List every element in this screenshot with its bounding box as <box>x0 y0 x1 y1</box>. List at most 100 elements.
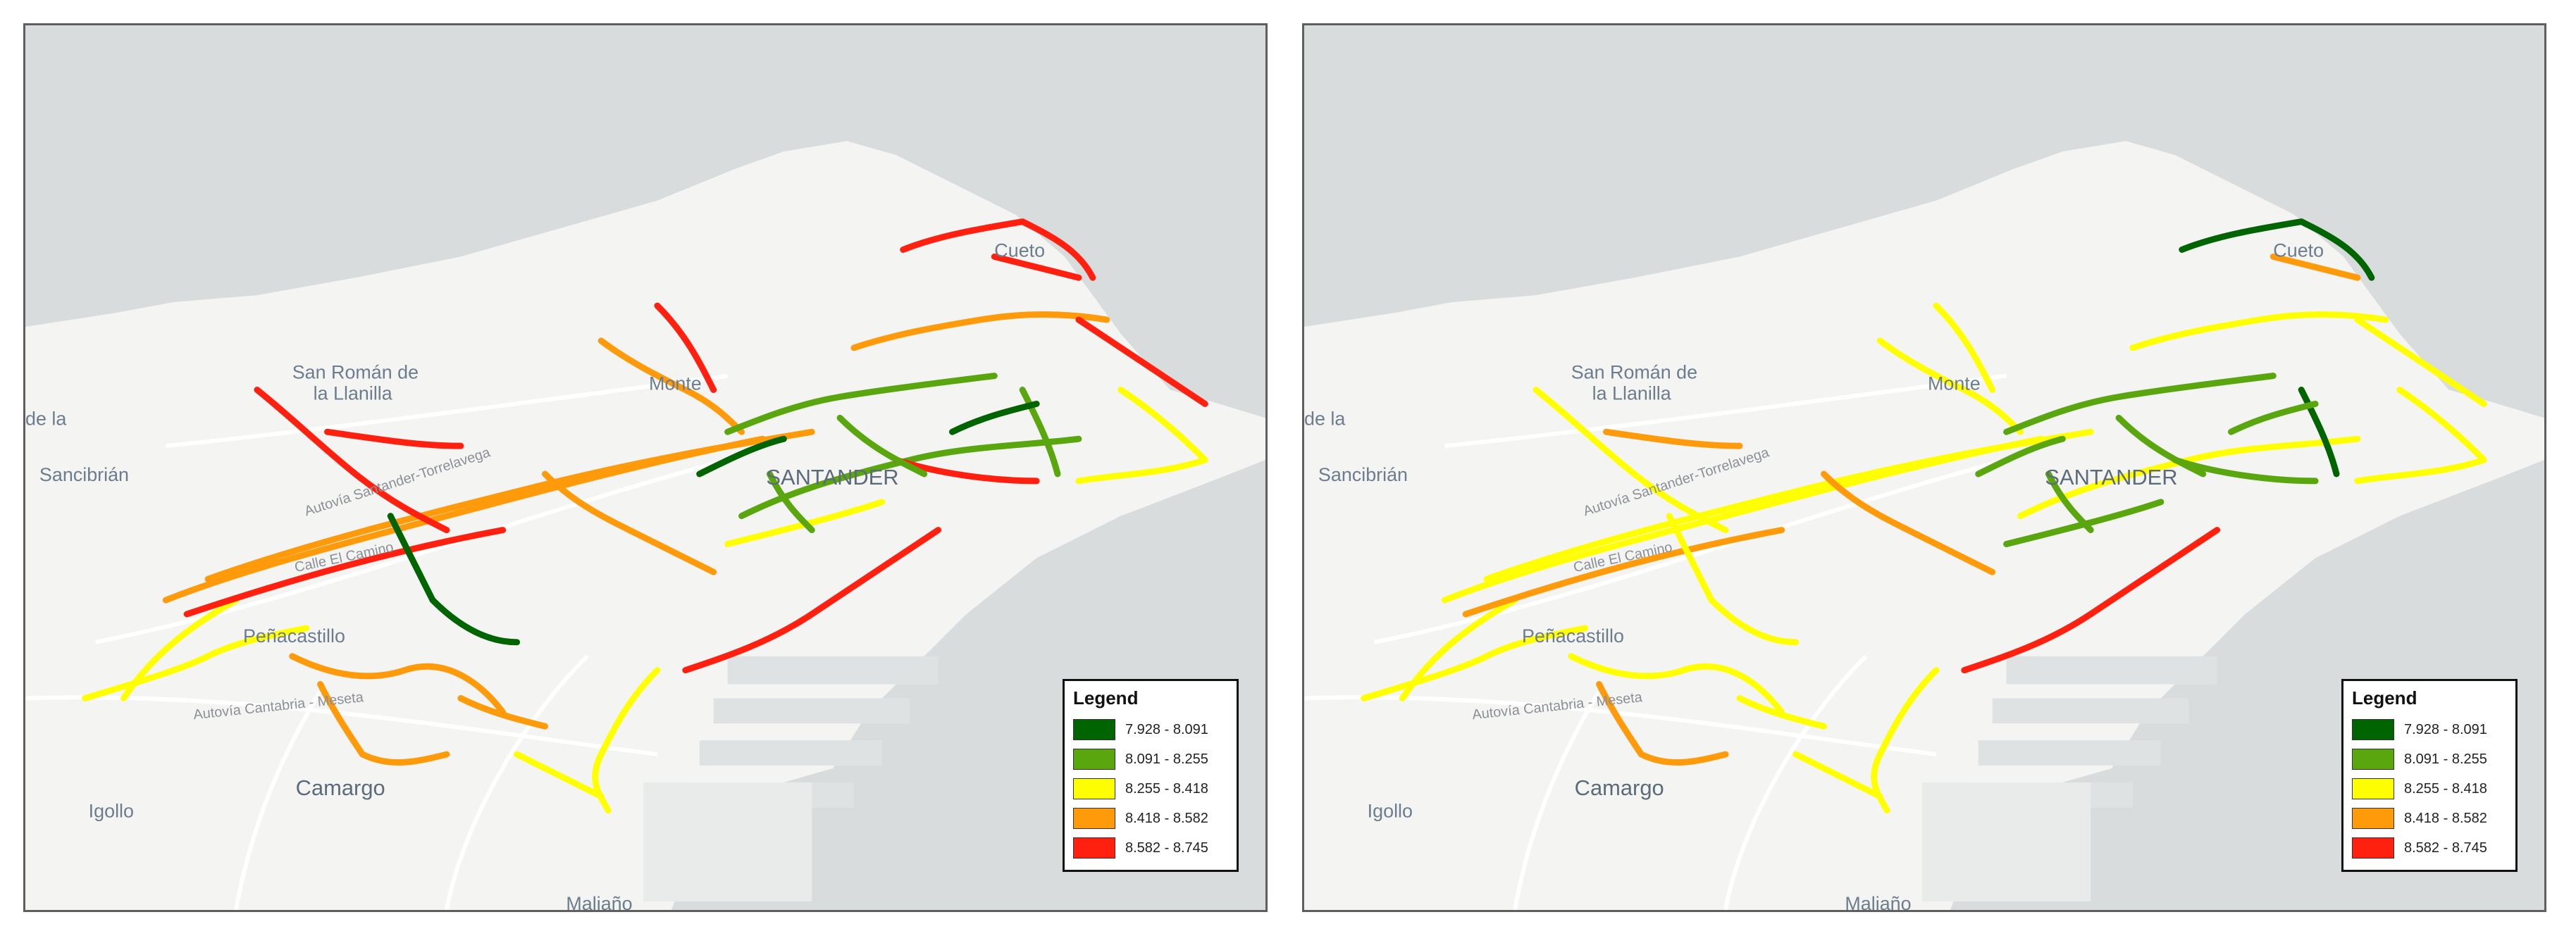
route-segment <box>2045 470 2094 534</box>
route-segment <box>2270 253 2361 281</box>
legend-label: 7.928 - 8.091 <box>1125 721 1208 737</box>
label-monte: Monte <box>649 373 702 394</box>
roads <box>25 373 729 910</box>
label-maliano: Maliaño <box>1845 893 1911 910</box>
map-panel-left[interactable]: San Román de la Llanilla Monte Sancibriá… <box>23 23 1268 912</box>
legend-swatch <box>1073 837 1115 859</box>
legend-swatch <box>2352 837 2394 859</box>
route-segment <box>766 470 815 534</box>
label-santander: SANTANDER <box>766 465 898 489</box>
route-segment <box>120 597 240 701</box>
route-segment <box>696 435 787 478</box>
label-sancibrian: Sancibrián <box>39 464 129 485</box>
route-segment <box>836 414 928 478</box>
route-segment <box>317 681 450 766</box>
legend-title: Legend <box>1073 687 1139 709</box>
legend: Legend 7.928 - 8.091 8.091 - 8.255 8.255… <box>2341 679 2518 872</box>
label-san-roman: San Román de <box>1571 362 1697 383</box>
route-segment <box>82 625 310 701</box>
route-segment <box>738 435 1082 520</box>
route-segment <box>2115 414 2207 478</box>
port-docks <box>1964 656 2217 808</box>
route-segment <box>654 302 717 394</box>
legend-swatch <box>1073 719 1115 740</box>
route-segment <box>1933 302 1996 394</box>
legend-swatch <box>1073 749 1115 770</box>
legend-label: 8.255 - 8.418 <box>2404 780 2487 797</box>
label-maliano: Maliaño <box>566 893 632 910</box>
route-segment <box>682 527 942 674</box>
route-segment <box>1568 653 1785 716</box>
legend-swatch <box>1073 808 1115 829</box>
label-camargo: Camargo <box>1575 775 1664 800</box>
route-segment <box>324 428 464 449</box>
route-network <box>82 218 1208 814</box>
label-penacastillo: Peñacastillo <box>243 625 345 647</box>
route-segment <box>1876 337 2024 435</box>
route-segment <box>900 218 1096 281</box>
label-de-la: de la <box>25 408 66 429</box>
label-monte: Monte <box>1928 373 1981 394</box>
legend-label: 8.582 - 8.745 <box>2404 840 2487 856</box>
route-segment <box>597 337 745 435</box>
route-segment <box>204 428 815 582</box>
route-segment <box>183 527 507 618</box>
label-cueto: Cueto <box>2273 239 2324 261</box>
basemap: San Román de la Llanilla Monte Sancibriá… <box>1304 25 2544 910</box>
legend-item: 8.255 - 8.418 <box>2352 777 2507 801</box>
route-segment <box>2003 373 2277 435</box>
route-segment <box>1736 694 1827 730</box>
route-segment <box>949 400 1040 435</box>
legend-item: 7.928 - 8.091 <box>2352 718 2507 742</box>
route-segment <box>1483 428 2094 582</box>
legend-swatch <box>2352 719 2394 740</box>
legend-item: 8.418 - 8.582 <box>2352 806 2507 830</box>
legend-label: 8.091 - 8.255 <box>2404 751 2487 767</box>
legend-item: 8.255 - 8.418 <box>1073 777 1228 801</box>
route-segment <box>1596 681 1729 766</box>
route-segment <box>724 373 998 435</box>
route-segment <box>1821 470 1996 575</box>
legend-item: 8.091 - 8.255 <box>1073 747 1228 771</box>
legend-label: 8.255 - 8.418 <box>1125 780 1208 797</box>
label-la-llanilla: la Llanilla <box>1592 382 1671 404</box>
legend-label: 8.418 - 8.582 <box>1125 810 1208 826</box>
legend-label: 8.418 - 8.582 <box>2404 810 2487 826</box>
route-segment <box>850 311 1110 351</box>
route-network <box>1361 218 2487 814</box>
route-segment <box>1666 513 1800 646</box>
route-segment <box>1075 316 1208 407</box>
legend-swatch <box>1073 778 1115 799</box>
label-igollo: Igollo <box>1368 801 1413 822</box>
route-segment <box>514 751 605 800</box>
legend-item: 8.418 - 8.582 <box>1073 806 1228 830</box>
label-igollo: Igollo <box>89 801 134 822</box>
label-penacastillo: Peñacastillo <box>1522 625 1624 647</box>
label-cueto: Cueto <box>994 239 1045 261</box>
route-segment <box>2179 218 2375 281</box>
legend-label: 8.091 - 8.255 <box>1125 751 1208 767</box>
route-segment <box>991 253 1082 281</box>
route-segment <box>1975 435 2066 478</box>
route-segment <box>1399 597 1518 701</box>
route-segment <box>2129 311 2389 351</box>
label-santander: SANTANDER <box>2045 465 2177 489</box>
route-segment <box>2017 435 2361 520</box>
legend-swatch <box>2352 808 2394 829</box>
route-segment <box>1462 527 1785 618</box>
route-segment <box>2298 387 2340 478</box>
legend-swatch <box>2352 749 2394 770</box>
map-panel-right[interactable]: San Román de la Llanilla Monte Sancibriá… <box>1302 23 2546 912</box>
route-segment <box>2228 400 2319 435</box>
route-segment <box>724 499 886 547</box>
legend-label: 7.928 - 8.091 <box>2404 721 2487 737</box>
route-segment <box>387 513 521 646</box>
legend: Legend 7.928 - 8.091 8.091 - 8.255 8.255… <box>1063 679 1239 872</box>
label-de-la: de la <box>1304 408 1345 429</box>
legend-label: 8.582 - 8.745 <box>1125 840 1208 856</box>
legend-item: 7.928 - 8.091 <box>1073 718 1228 742</box>
route-segment <box>254 387 450 534</box>
label-san-roman: San Román de <box>292 362 419 383</box>
route-segment <box>1792 751 1883 800</box>
legend-item: 8.582 - 8.745 <box>2352 836 2507 860</box>
